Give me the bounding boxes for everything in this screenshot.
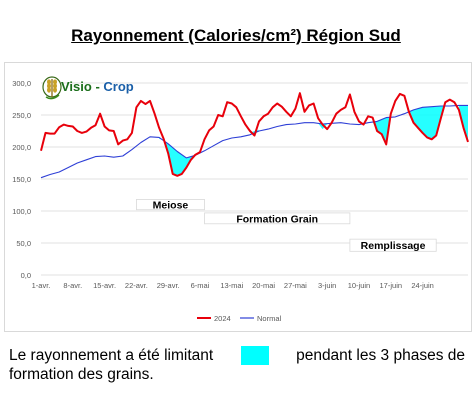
phase-label: Meiose	[153, 200, 189, 212]
x-tick-label: 29-avr.	[157, 281, 180, 290]
x-tick-label: 13-mai	[220, 281, 243, 290]
legend-label-2024: 2024	[214, 314, 231, 323]
series-line-normal	[40, 104, 468, 179]
legend: 2024 Normal	[197, 314, 282, 323]
caption: Le rayonnement a été limitant pendant le…	[9, 346, 465, 384]
phase-box	[204, 212, 351, 225]
x-tick-label: 15-avr.	[93, 281, 116, 290]
caption-text-before: Le rayonnement a été limitant	[9, 347, 214, 364]
legend-label-normal: Normal	[257, 314, 282, 323]
visio-crop-logo: Visio - Crop	[42, 76, 134, 100]
x-tick-label: 24-juin	[411, 281, 434, 290]
y-tick-label: 50,0	[16, 239, 31, 248]
deficit-areas	[159, 105, 468, 176]
line-chart: 0,0 50,0 100,0 150,0 200,0 250,0 300,0 1-avr. 8…	[12, 76, 469, 323]
series-line-2024	[40, 92, 469, 177]
logo-text: Visio - Crop	[61, 79, 134, 94]
chart-title: Rayonnement (Calories/cm²) Région Sud	[71, 26, 401, 45]
x-tick-label: 1-avr.	[32, 281, 51, 290]
phase-label: Formation Grain	[236, 213, 318, 225]
phase-labels: Meiose Formation Grain Remplissage	[135, 199, 437, 252]
y-tick-label: 250,0	[12, 111, 31, 120]
y-tick-label: 300,0	[12, 79, 31, 88]
x-tick-label: 10-juin	[348, 281, 371, 290]
y-tick-label: 0,0	[21, 271, 31, 280]
x-tick-label: 20-mai	[252, 281, 275, 290]
series-lines	[40, 92, 469, 179]
deficit-area	[359, 117, 391, 145]
x-axis-ticks: 1-avr. 8-avr. 15-avr. 22-avr. 29-avr. 6-mai 13…	[32, 281, 434, 290]
phase-box	[349, 238, 437, 252]
x-tick-label: 8-avr.	[63, 281, 82, 290]
x-tick-label: 6-mai	[191, 281, 210, 290]
y-tick-label: 150,0	[12, 175, 31, 184]
caption-text-after: pendant les 3 phases de	[296, 347, 465, 364]
x-tick-label: 22-avr.	[125, 281, 148, 290]
y-tick-label: 200,0	[12, 143, 31, 152]
gridlines	[41, 82, 468, 276]
phase-label: Remplissage	[361, 240, 426, 252]
wheat-ear-icon	[42, 76, 62, 100]
deficit-area	[408, 106, 446, 140]
x-tick-label: 27-mai	[284, 281, 307, 290]
y-axis-ticks: 0,0 50,0 100,0 150,0 200,0 250,0 300,0	[12, 79, 31, 280]
deficit-area	[159, 138, 200, 176]
chart-area: 0,0 50,0 100,0 150,0 200,0 250,0 300,0 1-avr. 8…	[4, 62, 472, 332]
caption-text-line2: formation des grains.	[9, 366, 154, 383]
deficit-color-swatch	[240, 346, 269, 365]
phase-box	[135, 199, 205, 211]
x-tick-label: 3-juin	[318, 281, 336, 290]
y-tick-label: 100,0	[12, 207, 31, 216]
x-tick-label: 17-juin	[380, 281, 403, 290]
